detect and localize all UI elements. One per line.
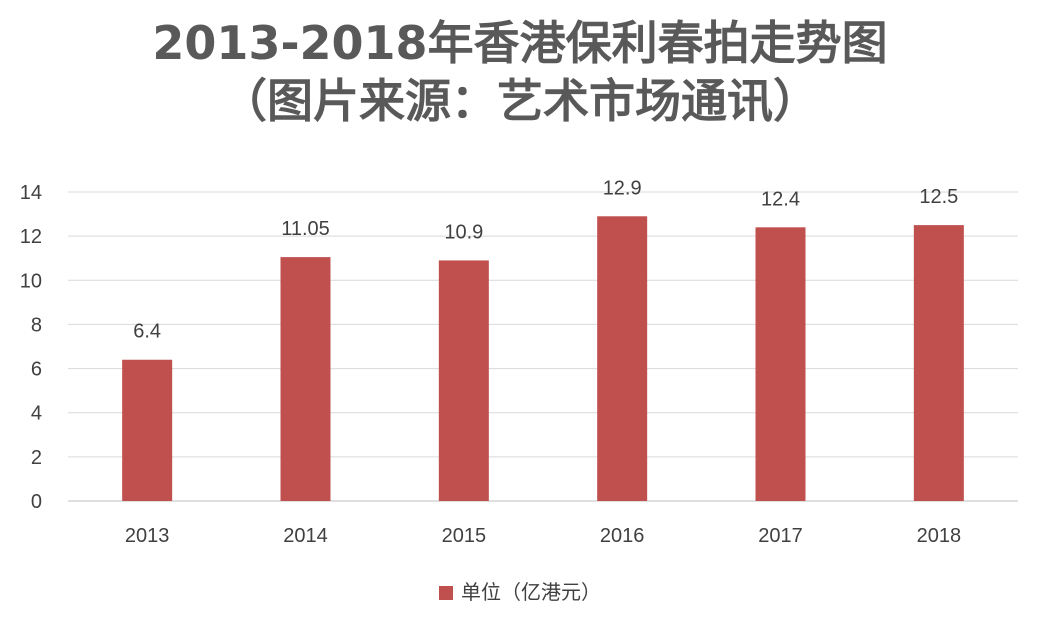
x-tick-label: 2014 bbox=[283, 525, 328, 547]
bar bbox=[913, 225, 964, 501]
legend: 单位（亿港元） bbox=[0, 576, 1040, 605]
x-axis: 2013 2014 2015 2016 2017 2018 bbox=[125, 525, 961, 547]
y-tick-label: 2 bbox=[31, 447, 42, 469]
bars bbox=[122, 216, 964, 502]
gridlines bbox=[68, 191, 1018, 502]
legend-swatch bbox=[439, 586, 453, 600]
bar bbox=[438, 260, 489, 501]
data-label: 6.4 bbox=[133, 321, 161, 343]
data-label: 12.5 bbox=[919, 186, 958, 208]
bar bbox=[122, 359, 173, 501]
data-label: 12.4 bbox=[761, 188, 800, 210]
bar bbox=[597, 216, 648, 501]
y-tick-label: 14 bbox=[20, 182, 42, 204]
chart-title: 2013-2018年香港保利春拍走势图 （图片来源：艺术市场通讯） bbox=[0, 14, 1040, 130]
data-label: 11.05 bbox=[281, 218, 330, 240]
chart-title-line-2: （图片来源：艺术市场通讯） bbox=[221, 74, 819, 128]
y-tick-label: 4 bbox=[31, 403, 42, 425]
x-tick-label: 2018 bbox=[917, 525, 962, 547]
y-tick-label: 10 bbox=[20, 270, 42, 292]
x-tick-label: 2017 bbox=[758, 525, 803, 547]
x-tick-label: 2013 bbox=[125, 525, 170, 547]
y-tick-label: 12 bbox=[20, 226, 42, 248]
data-label: 12.9 bbox=[603, 177, 642, 199]
y-tick-label: 8 bbox=[31, 314, 42, 336]
y-tick-label: 0 bbox=[31, 491, 42, 513]
data-labels: 6.4 11.05 10.9 12.9 12.4 12.5 bbox=[133, 177, 958, 342]
bar bbox=[280, 257, 331, 501]
chart-title-line-1: 2013-2018年香港保利春拍走势图 bbox=[152, 16, 888, 70]
data-label: 10.9 bbox=[444, 221, 483, 243]
x-tick-label: 2016 bbox=[600, 525, 645, 547]
legend-label: 单位（亿港元） bbox=[461, 580, 601, 604]
bar bbox=[755, 227, 806, 502]
y-axis: 0 2 4 6 8 10 12 14 bbox=[20, 182, 42, 513]
y-tick-label: 6 bbox=[31, 359, 42, 381]
x-tick-label: 2015 bbox=[442, 525, 487, 547]
